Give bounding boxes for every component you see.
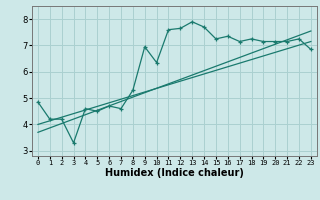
X-axis label: Humidex (Indice chaleur): Humidex (Indice chaleur) xyxy=(105,168,244,178)
